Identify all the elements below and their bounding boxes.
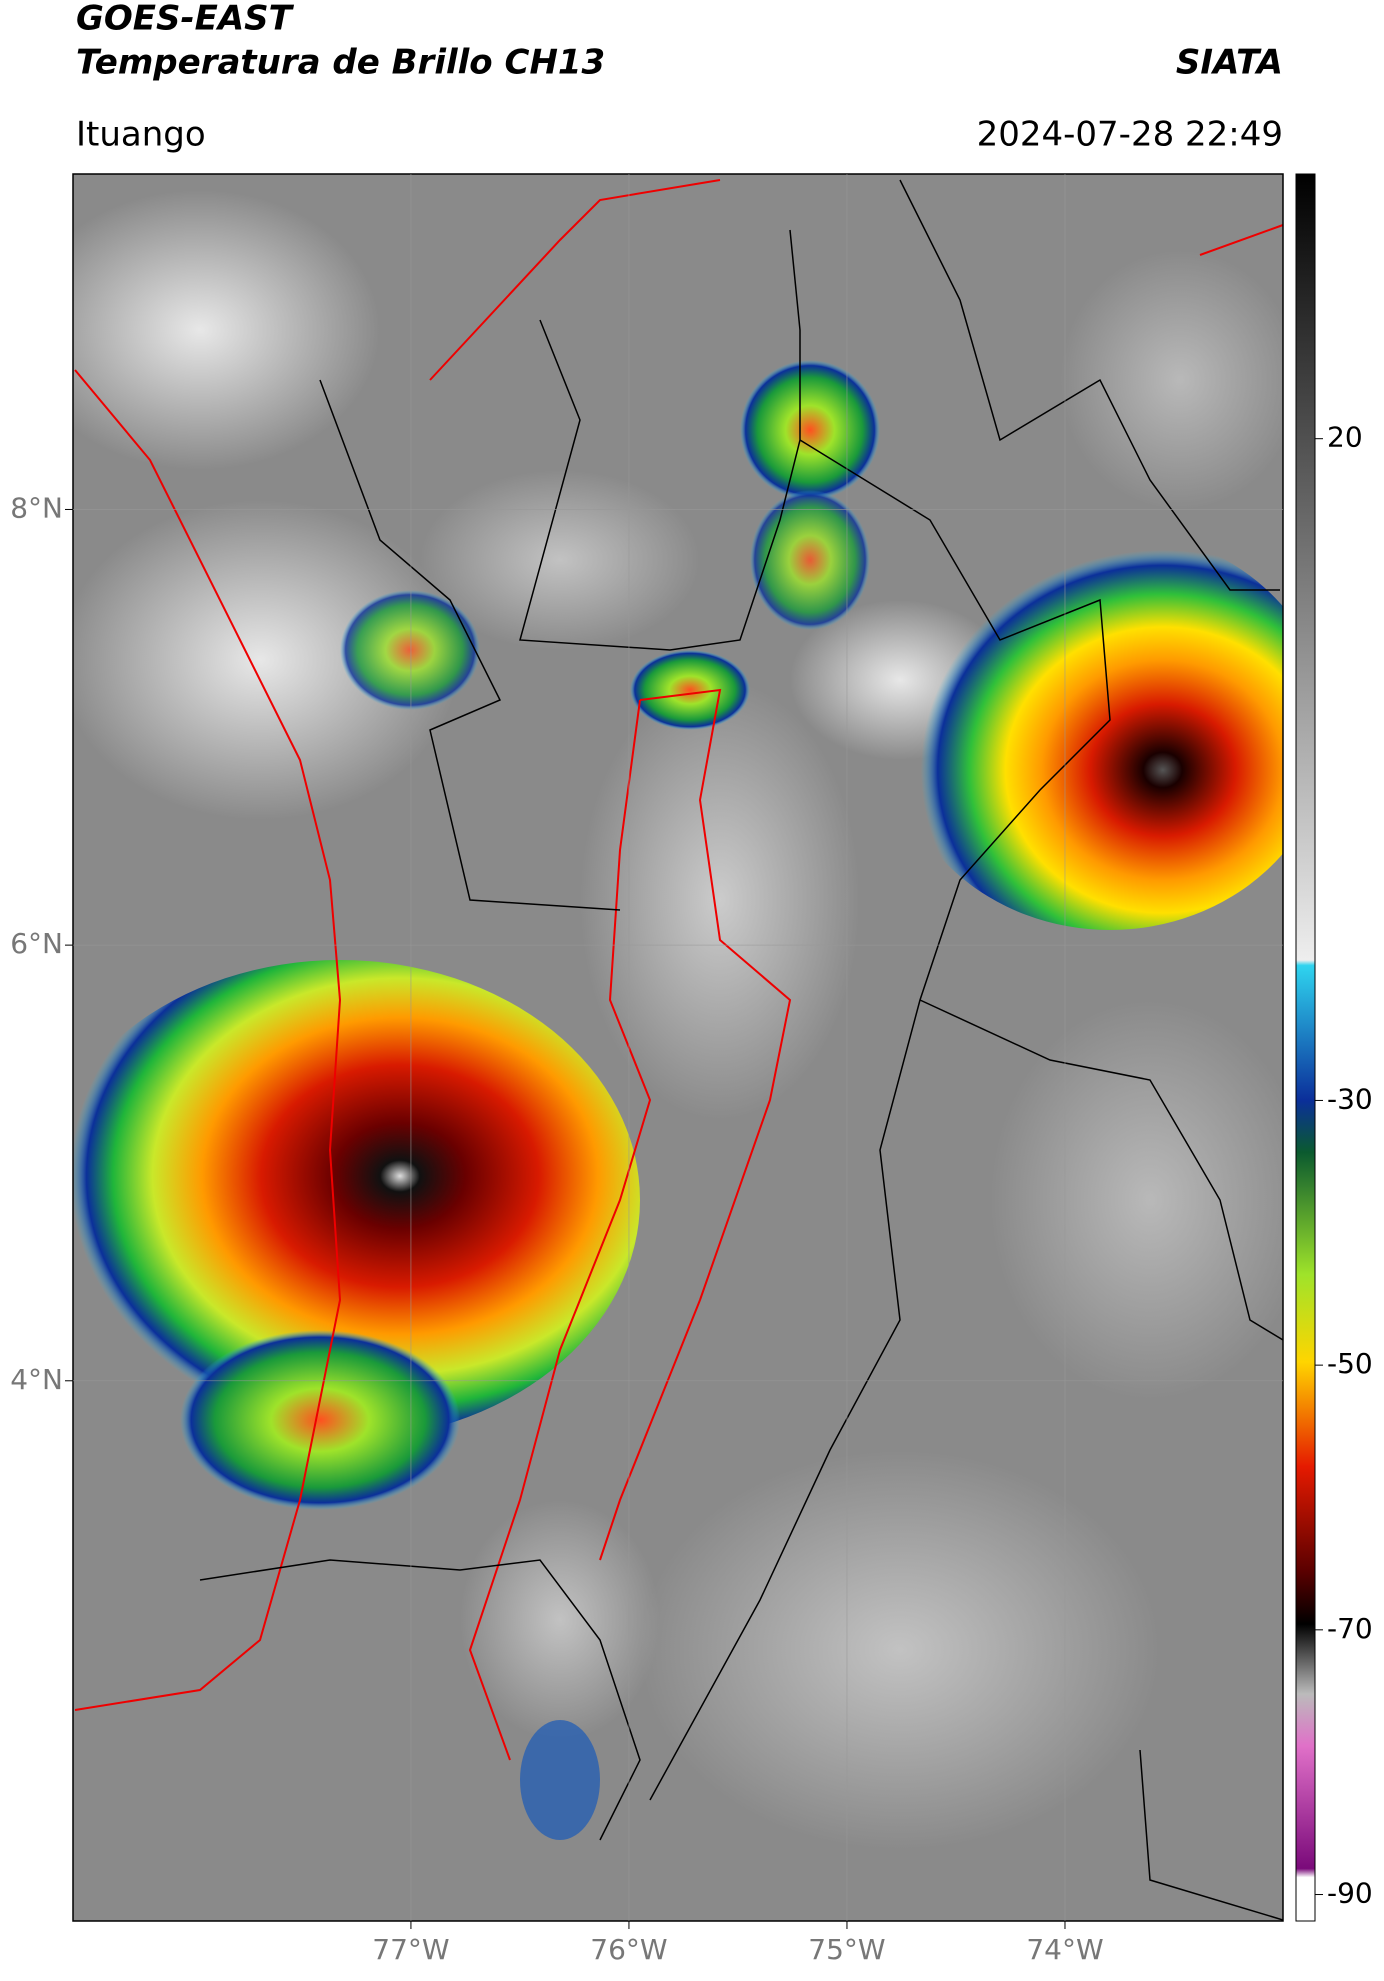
colorbar-tick-label: 20 — [1327, 421, 1363, 454]
colorbar-tick-label: -90 — [1327, 1877, 1373, 1910]
map-frame — [72, 173, 1284, 1922]
lat-tick-label: 6°N — [10, 927, 63, 960]
source: SIATA — [1176, 43, 1283, 83]
location: Ituango — [76, 115, 206, 155]
lat-tick-label: 4°N — [10, 1363, 63, 1396]
colorbar-tick-label: -50 — [1327, 1347, 1373, 1380]
title-line2: Temperatura de Brillo CH13 — [76, 43, 605, 83]
colorbar-tick-label: -30 — [1327, 1082, 1373, 1115]
lat-tick-label: 8°N — [10, 491, 63, 524]
colorbar — [1295, 173, 1316, 1922]
lon-tick-label: 75°W — [808, 1933, 885, 1966]
timestamp: 2024-07-28 22:49 — [977, 115, 1283, 155]
colorbar-tick-label: -70 — [1327, 1612, 1373, 1645]
lon-tick-label: 77°W — [372, 1933, 449, 1966]
title-line1: GOES-EAST — [76, 0, 295, 39]
lon-tick-label: 76°W — [590, 1933, 667, 1966]
satellite-image — [73, 174, 1283, 1921]
lon-tick-label: 74°W — [1026, 1933, 1103, 1966]
